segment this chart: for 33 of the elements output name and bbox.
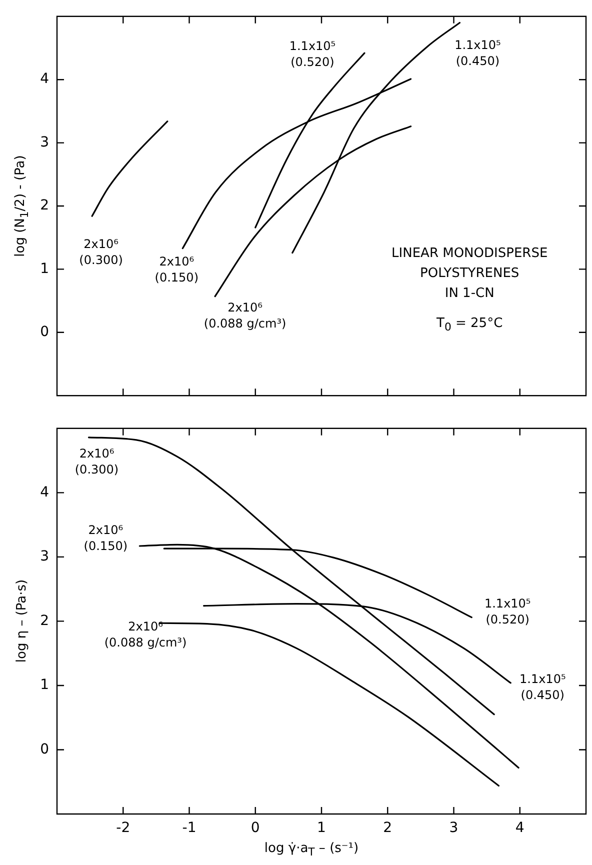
x-tick-label: -2 [116,820,130,836]
y-tick-label: 3 [40,548,49,565]
series-label: 1.1x10⁵ (0.450) [454,38,502,68]
series-label: 1.1x10⁵ (0.520) [484,596,531,626]
y-tick-label: 0 [40,741,49,758]
y-tick-label: 3 [40,134,49,150]
y-tick-label: 0 [40,324,49,340]
y-tick-label: 2 [40,612,49,629]
x-tick-label: -1 [182,820,196,836]
x-tick-label: 1 [317,820,326,836]
y-tick-label: 1 [40,677,49,694]
series-label: 2x10⁶ (0.150) [154,254,198,284]
x-tick-label: 4 [515,820,524,836]
annotation: LINEAR MONODISPERSE POLYSTYRENES IN 1-CN [392,244,548,303]
line-series [91,120,168,217]
series-label: 2x10⁶ (0.088 g/cm³) [204,300,286,330]
series-label: 2x10⁶ (0.300) [74,446,119,477]
x-tick-label: 2 [383,820,392,836]
series-label: 1.1x10⁵ (0.520) [289,39,336,70]
annotation: T$_{0}$ = 25°C [436,314,504,336]
legend-label: 1.1x10⁵ (0.450) [519,672,566,702]
text: 2x10⁶ (0.300) [79,237,123,268]
series-label: 2x10⁶ (0.150) [84,523,128,554]
y-tick-label: 1 [40,260,49,277]
y-tick-label: 2 [40,198,49,214]
series-label: 2x10⁶ (0.088 g/cm³) [104,619,187,650]
x-tick-label: 0 [250,820,260,836]
x-tick-label: 3 [449,820,458,836]
x-axis-title: log γ̇·a$_{T}$ – (s⁻¹) [264,841,359,859]
line-series [163,548,472,618]
y-tick-label: 4 [40,71,50,88]
y-axis-title: log η – (Pa·s) [14,580,30,663]
y-tick-label: 4 [40,484,50,500]
